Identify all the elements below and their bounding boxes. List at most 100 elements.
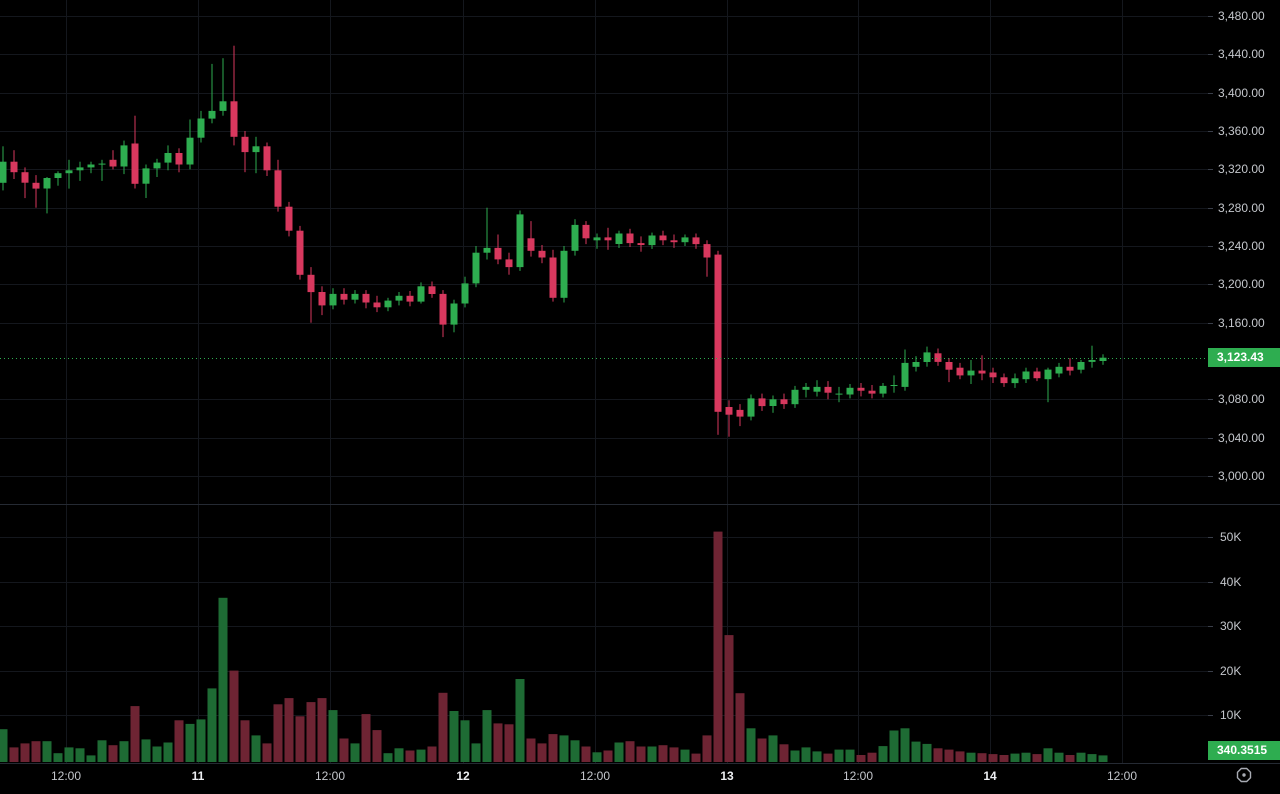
candle-body: [296, 230, 304, 275]
candle-body: [373, 302, 381, 308]
current-volume-badge: 340.3515: [1208, 741, 1280, 760]
price-tick-mark: [1208, 131, 1213, 132]
volume-bar: [911, 741, 921, 762]
price-gridline: [0, 16, 1208, 17]
price-gridline: [0, 131, 1208, 132]
volume-bar: [735, 693, 745, 762]
price-tick-label: 3,280.00: [1218, 201, 1265, 215]
volume-tick-label: 40K: [1220, 575, 1241, 589]
candle-body: [560, 250, 568, 298]
volume-bar: [570, 740, 580, 762]
volume-bar: [548, 734, 558, 762]
volume-bar: [680, 749, 690, 762]
price-axis[interactable]: 3,480.00 3,440.00 3,400.00 3,360.00 3,320.00…: [1208, 9, 1265, 483]
candle-body: [164, 153, 172, 163]
candle-body: [1088, 360, 1096, 362]
candle-body: [439, 293, 447, 325]
candle-body: [186, 137, 194, 165]
volume-bar: [130, 706, 140, 762]
price-tick-label: 3,160.00: [1218, 316, 1265, 330]
volume-bar: [636, 746, 646, 762]
volume-bar: [75, 748, 85, 762]
time-tick-label: 12:00: [51, 769, 81, 783]
price-tick-label: 3,200.00: [1218, 277, 1265, 291]
volume-bar: [504, 724, 514, 762]
candle-body: [450, 303, 458, 325]
volume-bar: [262, 743, 272, 762]
volume-bar: [801, 747, 811, 762]
candle-body: [780, 399, 788, 405]
candle-body: [802, 386, 810, 390]
candle-wick: [233, 45, 235, 146]
price-gridline: [0, 399, 1208, 400]
volume-bar: [603, 750, 613, 762]
price-gridline: [0, 476, 1208, 477]
volume-bar: [515, 679, 525, 762]
time-tick-label: 12:00: [1107, 769, 1137, 783]
volume-bar: [218, 597, 228, 762]
volume-gridline: [0, 715, 1208, 716]
volume-bar: [955, 751, 965, 762]
candle-wick: [57, 171, 59, 186]
time-gridline: [595, 0, 596, 763]
volume-bar: [482, 710, 492, 762]
candle-body: [1099, 357, 1107, 361]
candle-body: [582, 224, 590, 239]
time-tick-label: 13: [720, 769, 734, 783]
volume-bar: [1076, 752, 1086, 762]
volume-bar: [856, 755, 866, 762]
volume-bar: [724, 635, 734, 762]
price-tick-label: 3,320.00: [1218, 162, 1265, 176]
candle-body: [285, 206, 293, 231]
candle-body: [252, 146, 260, 153]
time-gridline: [1122, 0, 1123, 763]
volume-bar: [988, 754, 998, 762]
volume-tick-label: 30K: [1220, 619, 1241, 633]
volume-bar: [1054, 752, 1064, 762]
candle-body: [747, 398, 755, 417]
candle-wick: [310, 267, 312, 323]
price-scale-settings-button[interactable]: [1234, 765, 1260, 787]
price-tick-mark: [1208, 208, 1213, 209]
candle-wick: [1091, 345, 1093, 368]
price-tick-mark: [1208, 399, 1213, 400]
volume-bar: [647, 746, 657, 762]
volume-bar: [768, 735, 778, 762]
candle-body: [670, 240, 678, 243]
volume-bar: [273, 704, 283, 762]
volume-bar: [141, 739, 151, 762]
candle-wick: [948, 358, 950, 383]
candle-body: [890, 385, 898, 386]
candle-body: [10, 161, 18, 173]
panel-separator[interactable]: [0, 504, 1280, 505]
volume-bar: [614, 742, 624, 762]
volume-bar: [625, 741, 635, 762]
candle-body: [32, 182, 40, 189]
volume-bar: [460, 720, 470, 762]
time-gridline: [330, 0, 331, 763]
candle-wick: [255, 136, 257, 174]
candle-body: [549, 257, 557, 298]
candle-body: [318, 292, 326, 306]
volume-bar: [42, 741, 52, 762]
candle-body: [1044, 369, 1052, 380]
candle-wick: [1047, 367, 1049, 403]
volume-bar: [537, 743, 547, 762]
last-price-badge: 3,123.43: [1208, 348, 1280, 367]
volume-bar: [1065, 755, 1075, 762]
candle-body: [120, 145, 128, 167]
time-tick-label: 12:00: [315, 769, 345, 783]
volume-bar: [526, 738, 536, 762]
volume-bar: [1043, 748, 1053, 762]
candle-body: [648, 235, 656, 246]
candle-body: [879, 385, 887, 394]
time-tick-label: 12:00: [580, 769, 610, 783]
volume-bar: [185, 723, 195, 762]
volume-bar: [31, 741, 41, 762]
candle-body: [208, 110, 216, 119]
price-tick-label: 3,480.00: [1218, 9, 1265, 23]
candle-body: [527, 238, 535, 251]
time-axis[interactable]: 12:00 11 12:00 12 12:00 13 12:00 14 12:00: [51, 769, 1137, 783]
time-gridline: [463, 0, 464, 763]
